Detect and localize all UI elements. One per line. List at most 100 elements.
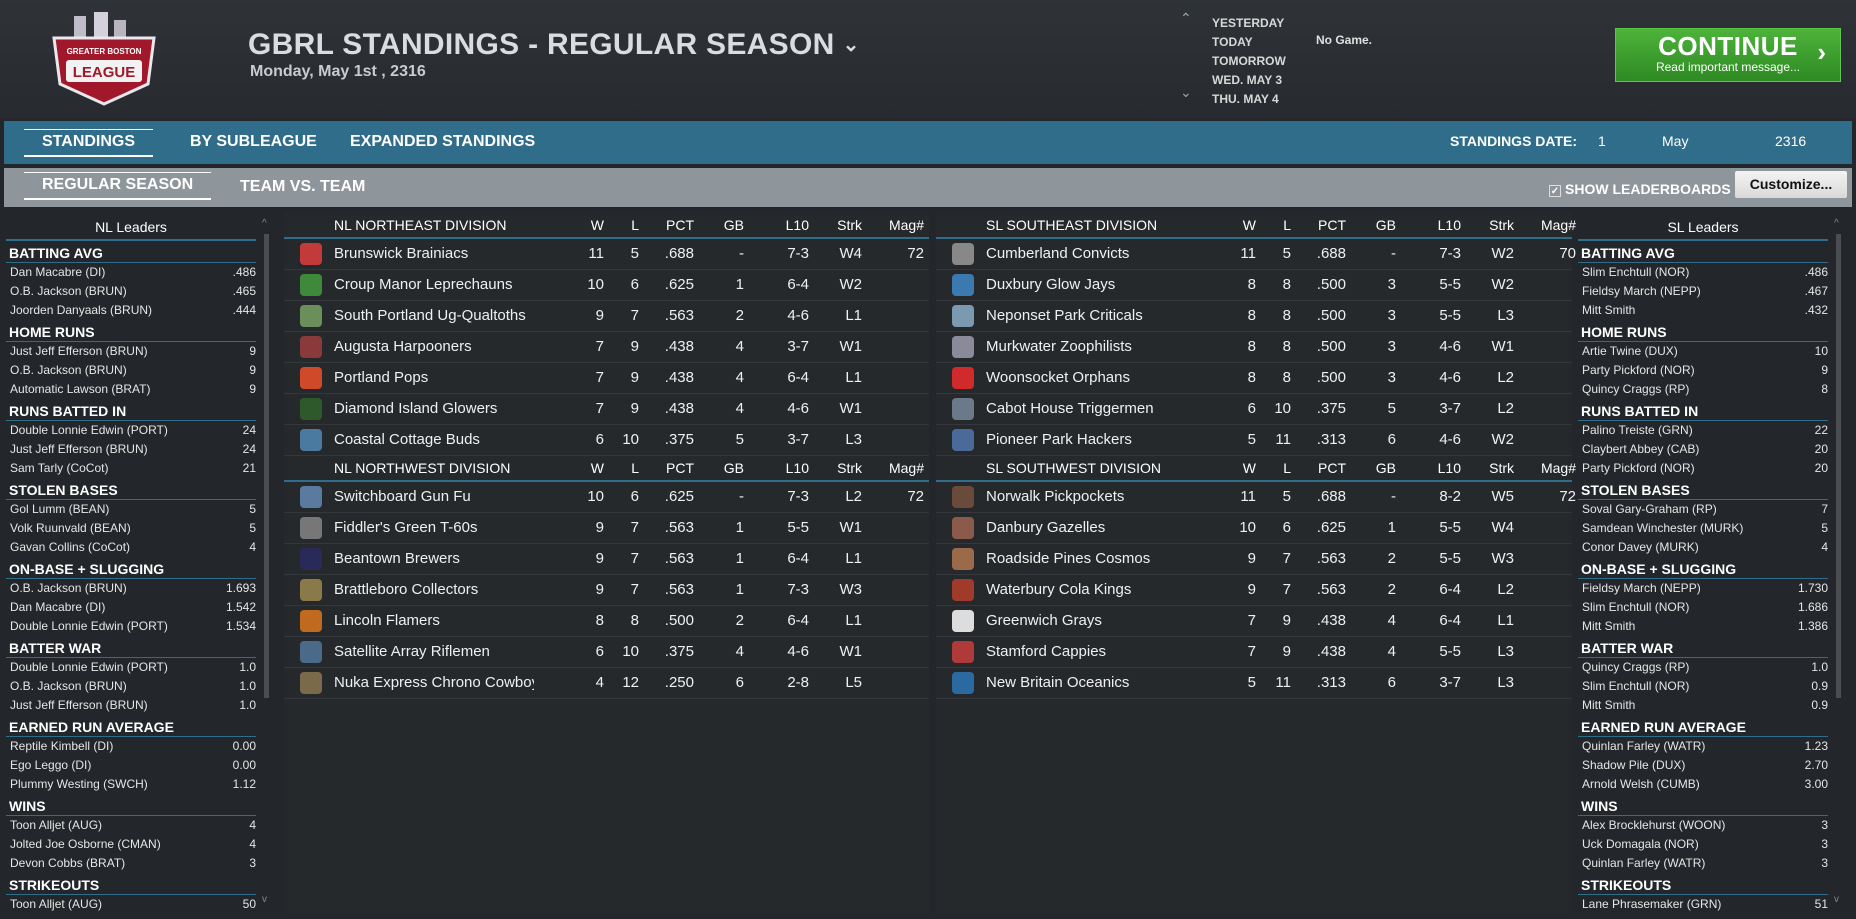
leader-row[interactable]: Alex Brocklehurst (WOON) 3 <box>1578 816 1828 835</box>
team-name[interactable]: Augusta Harpooners <box>334 338 472 355</box>
leader-row[interactable]: Volk Ruunvald (BEAN) 5 <box>6 519 256 538</box>
team-name[interactable]: Murkwater Zoophilists <box>986 338 1132 355</box>
leader-category[interactable]: HOME RUNS <box>1578 320 1828 342</box>
leader-row[interactable]: Mitt Smith 1.386 <box>1578 617 1828 636</box>
leader-row[interactable]: Slim Enchtull (NOR) .486 <box>1578 263 1828 282</box>
leader-row[interactable]: Plummy Westing (SWCH) 1.12 <box>6 775 256 794</box>
column-header[interactable]: L10 <box>1437 460 1461 476</box>
leader-row[interactable]: Dan Macabre (DI) .486 <box>6 263 256 282</box>
team-row[interactable]: Cabot House Triggermen 6 10 .375 5 3-7 L2 <box>936 394 1572 425</box>
column-header[interactable]: GB <box>723 217 744 233</box>
column-header[interactable]: W <box>1242 217 1256 233</box>
team-name[interactable]: Coastal Cottage Buds <box>334 431 480 448</box>
leader-row[interactable]: Claybert Abbey (CAB) 20 <box>1578 440 1828 459</box>
team-row[interactable]: Croup Manor Leprechauns 10 6 .625 1 6-4 W2 <box>284 270 929 301</box>
team-row[interactable]: Fiddler's Green T-60s 9 7 .563 1 5-5 W1 <box>284 513 929 544</box>
standings-date-month[interactable]: May <box>1662 133 1689 149</box>
leader-category[interactable]: RUNS BATTED IN <box>1578 399 1828 421</box>
team-name[interactable]: Lincoln Flamers <box>334 612 440 629</box>
team-name[interactable]: Portland Pops <box>334 369 429 386</box>
team-name[interactable]: Norwalk Pickpockets <box>986 488 1125 505</box>
column-header[interactable]: W <box>1242 460 1256 476</box>
team-name[interactable]: Danbury Gazelles <box>986 519 1106 536</box>
column-header[interactable]: W <box>590 217 604 233</box>
leader-row[interactable]: Quincy Craggs (RP) 1.0 <box>1578 658 1828 677</box>
team-name[interactable]: Brattleboro Collectors <box>334 581 479 598</box>
leader-row[interactable]: O.B. Jackson (BRUN) .465 <box>6 282 256 301</box>
column-header[interactable]: PCT <box>666 460 694 476</box>
leader-row[interactable]: Toon Alljet (AUG) 4 <box>6 816 256 835</box>
column-header[interactable]: L10 <box>785 217 809 233</box>
team-row[interactable]: Duxbury Glow Jays 8 8 .500 3 5-5 W2 <box>936 270 1572 301</box>
team-name[interactable]: Brunswick Brainiacs <box>334 245 469 262</box>
team-name[interactable]: Switchboard Gun Fu <box>334 488 471 505</box>
team-name[interactable]: Croup Manor Leprechauns <box>334 276 513 293</box>
column-header[interactable]: Mag# <box>888 460 924 476</box>
team-name[interactable]: Waterbury Cola Kings <box>986 581 1132 598</box>
leader-category[interactable]: HOME RUNS <box>6 320 256 342</box>
tab-by-subleague[interactable]: BY SUBLEAGUE <box>190 133 317 150</box>
team-row[interactable]: Satellite Array Riflemen 6 10 .375 4 4-6 W1 <box>284 637 929 668</box>
team-name[interactable]: Cumberland Convicts <box>986 245 1130 262</box>
leader-row[interactable]: Gol Lumm (BEAN) 5 <box>6 500 256 519</box>
team-row[interactable]: Greenwich Grays 7 9 .438 4 6-4 L1 <box>936 606 1572 637</box>
leader-row[interactable]: Ego Leggo (DI) 0.00 <box>6 756 256 775</box>
team-row[interactable]: Switchboard Gun Fu 10 6 .625 - 7-3 L2 72 <box>284 482 929 513</box>
leader-row[interactable]: Quinlan Farley (WATR) 1.23 <box>1578 737 1828 756</box>
leader-category[interactable]: STOLEN BASES <box>6 478 256 500</box>
leader-row[interactable]: Jolted Joe Osborne (CMAN) 4 <box>6 835 256 854</box>
team-name[interactable]: Duxbury Glow Jays <box>986 276 1116 293</box>
leader-row[interactable]: Artie Twine (DUX) 10 <box>1578 342 1828 361</box>
leader-row[interactable]: O.B. Jackson (BRUN) 1.0 <box>6 677 256 696</box>
team-row[interactable]: Diamond Island Glowers 7 9 .438 4 4-6 W1 <box>284 394 929 425</box>
day-yesterday[interactable]: YESTERDAY <box>1212 16 1285 30</box>
leader-row[interactable]: Palino Treiste (GRN) 22 <box>1578 421 1828 440</box>
column-header[interactable]: Strk <box>837 217 862 233</box>
leader-category[interactable]: EARNED RUN AVERAGE <box>6 715 256 737</box>
leader-category[interactable]: ON-BASE + SLUGGING <box>1578 557 1828 579</box>
chevron-down-icon[interactable]: v <box>262 894 267 905</box>
leader-row[interactable]: Just Jeff Efferson (BRUN) 24 <box>6 440 256 459</box>
team-name[interactable]: Stamford Cappies <box>986 643 1107 660</box>
leader-category[interactable]: WINS <box>6 794 256 816</box>
leader-row[interactable]: Dan Macabre (DI) 1.542 <box>6 598 256 617</box>
chevron-up-icon[interactable]: ^ <box>262 218 267 229</box>
team-name[interactable]: Roadside Pines Cosmos <box>986 550 1151 567</box>
team-name[interactable]: Fiddler's Green T-60s <box>334 519 478 536</box>
day-today[interactable]: TODAY <box>1212 35 1253 49</box>
team-row[interactable]: Roadside Pines Cosmos 9 7 .563 2 5-5 W3 <box>936 544 1572 575</box>
team-name[interactable]: Satellite Array Riflemen <box>334 643 490 660</box>
column-header[interactable]: Mag# <box>1540 217 1576 233</box>
customize-button[interactable]: Customize... <box>1735 171 1847 198</box>
column-header[interactable]: L <box>1283 217 1291 233</box>
team-row[interactable]: New Britain Oceanics 5 11 .313 6 3-7 L3 <box>936 668 1572 699</box>
leader-row[interactable]: O.B. Jackson (BRUN) 9 <box>6 361 256 380</box>
leader-row[interactable]: Devon Cobbs (BRAT) 3 <box>6 854 256 873</box>
team-name[interactable]: Neponset Park Criticals <box>986 307 1143 324</box>
column-header[interactable]: PCT <box>1318 460 1346 476</box>
team-name[interactable]: New Britain Oceanics <box>986 674 1130 691</box>
leader-row[interactable]: Conor Davey (MURK) 4 <box>1578 538 1828 557</box>
leader-category[interactable]: BATTER WAR <box>6 636 256 658</box>
column-header[interactable]: Mag# <box>888 217 924 233</box>
leader-row[interactable]: Party Pickford (NOR) 9 <box>1578 361 1828 380</box>
leader-row[interactable]: Double Lonnie Edwin (PORT) 24 <box>6 421 256 440</box>
leader-row[interactable]: Uck Domagala (NOR) 3 <box>1578 835 1828 854</box>
team-row[interactable]: Norwalk Pickpockets 11 5 .688 - 8-2 W5 72 <box>936 482 1576 513</box>
column-header[interactable]: PCT <box>666 217 694 233</box>
team-row[interactable]: Beantown Brewers 9 7 .563 1 6-4 L1 <box>284 544 929 575</box>
column-header[interactable]: L <box>631 217 639 233</box>
leader-category[interactable]: BATTER WAR <box>1578 636 1828 658</box>
leader-category[interactable]: RUNS BATTED IN <box>6 399 256 421</box>
team-name[interactable]: Diamond Island Glowers <box>334 400 498 417</box>
leader-category[interactable]: ON-BASE + SLUGGING <box>6 557 256 579</box>
leader-row[interactable]: Fieldsy March (NEPP) .467 <box>1578 282 1828 301</box>
leader-row[interactable]: Reptile Kimbell (DI) 0.00 <box>6 737 256 756</box>
chevron-up-icon[interactable]: ⌃ <box>1180 10 1192 26</box>
leader-row[interactable]: Gavan Collins (CoCot) 4 <box>6 538 256 557</box>
team-row[interactable]: South Portland Ug-Qualtoths 9 7 .563 2 4-6 L1 <box>284 301 929 332</box>
team-name[interactable]: Pioneer Park Hackers <box>986 431 1132 448</box>
team-row[interactable]: Waterbury Cola Kings 9 7 .563 2 6-4 L2 <box>936 575 1572 606</box>
leader-category[interactable]: EARNED RUN AVERAGE <box>1578 715 1828 737</box>
leader-category[interactable]: STOLEN BASES <box>1578 478 1828 500</box>
